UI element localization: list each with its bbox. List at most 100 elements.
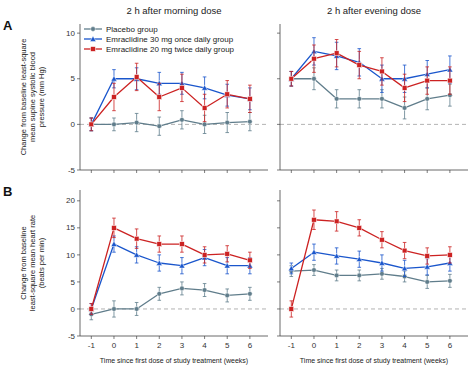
error-bar xyxy=(225,113,229,133)
background xyxy=(0,0,474,379)
panel-label: A xyxy=(3,18,13,33)
legend-label: Emraclidine 20 mg twice daily group xyxy=(106,45,235,54)
error-bar xyxy=(90,118,94,131)
x-tick xyxy=(359,336,360,339)
series xyxy=(88,236,253,314)
x-tick xyxy=(381,336,382,339)
legend-swatch-marker xyxy=(91,27,96,32)
data-point xyxy=(134,120,139,125)
error-bar xyxy=(90,118,94,131)
error-bar xyxy=(448,67,452,94)
series xyxy=(289,68,452,119)
legend-item: Emraclidine 30 mg once daily group xyxy=(84,35,234,44)
x-tick xyxy=(313,170,314,173)
data-point xyxy=(425,96,430,101)
data-point xyxy=(312,268,317,273)
y-tick xyxy=(277,124,280,125)
series-line xyxy=(91,244,250,309)
y-tick-label: 5 xyxy=(71,74,76,83)
data-point xyxy=(224,263,230,268)
x-tick xyxy=(427,170,428,173)
y-tick xyxy=(277,254,280,255)
error-bar xyxy=(380,58,384,85)
y-tick-label: 0 xyxy=(71,305,76,314)
data-point xyxy=(425,280,430,285)
data-point xyxy=(179,263,185,268)
x-tick xyxy=(91,170,92,173)
y-tick-label: 15 xyxy=(66,223,75,232)
data-point xyxy=(334,96,339,101)
x-tick xyxy=(227,336,228,339)
x-tick-label: 2 xyxy=(357,341,362,350)
data-point xyxy=(425,254,430,259)
x-tick-label: 1 xyxy=(134,341,139,350)
data-group xyxy=(288,210,453,317)
x-tick-label: 4 xyxy=(202,341,207,350)
x-tick-label: -1 xyxy=(288,341,296,350)
x-tick xyxy=(291,336,292,339)
data-point xyxy=(225,92,230,97)
error-bar xyxy=(380,232,384,248)
x-tick-label: -1 xyxy=(88,341,96,350)
y-axis-line xyxy=(280,24,281,170)
error-bar xyxy=(357,220,361,236)
data-point xyxy=(202,106,207,111)
error-bar xyxy=(425,275,429,288)
data-point xyxy=(357,63,362,68)
panel: -10123456Time since first dose of study … xyxy=(277,190,468,365)
x-tick-label: 2 xyxy=(157,341,162,350)
data-point xyxy=(379,260,385,265)
y-tick xyxy=(77,227,80,228)
series xyxy=(88,68,253,131)
y-tick-label: 5 xyxy=(71,278,76,287)
y-tick-label: 10 xyxy=(66,251,75,260)
series-line xyxy=(91,228,250,309)
data-point xyxy=(134,236,139,241)
y-axis-line xyxy=(80,190,81,336)
data-point xyxy=(357,225,362,230)
error-bar xyxy=(203,247,207,263)
legend: Placebo groupEmraclidine 30 mg once dail… xyxy=(84,25,235,54)
x-tick-label: 5 xyxy=(425,341,430,350)
data-point xyxy=(157,242,162,247)
data-point xyxy=(88,306,94,311)
x-tick xyxy=(204,170,205,173)
series-line xyxy=(291,51,450,78)
x-tick-label: 3 xyxy=(380,341,385,350)
data-point xyxy=(288,265,294,270)
error-bar xyxy=(357,90,361,108)
error-bar xyxy=(312,265,316,276)
y-tick xyxy=(277,227,280,228)
data-point xyxy=(334,253,340,258)
error-bar xyxy=(180,282,184,295)
x-axis-line xyxy=(80,170,268,171)
error-bar xyxy=(290,71,294,86)
error-bar xyxy=(425,248,429,264)
data-point xyxy=(247,96,253,101)
y-axis-label-line: Change from baseline least-square xyxy=(19,39,28,156)
data-point xyxy=(357,273,362,278)
data-point xyxy=(202,85,208,90)
error-bar xyxy=(225,289,229,302)
y-tick xyxy=(77,170,80,171)
data-point xyxy=(202,252,207,257)
data-point xyxy=(202,288,207,293)
x-tick xyxy=(291,170,292,173)
y-tick-label: -5 xyxy=(68,166,76,175)
data-point xyxy=(424,264,430,269)
data-point xyxy=(134,75,139,80)
data-point xyxy=(89,307,94,312)
x-axis-label: Time since first dose of study treatment… xyxy=(300,357,448,365)
x-tick-label: 1 xyxy=(334,341,339,350)
y-axis-label-line: least-square mean heart rate xyxy=(28,215,37,311)
error-bar xyxy=(290,71,294,86)
data-point xyxy=(112,225,117,230)
y-axis-label-line: pressure (mm Hg) xyxy=(37,66,46,127)
legend-swatch-marker xyxy=(91,47,96,52)
error-bar xyxy=(112,83,116,110)
data-point xyxy=(112,122,117,127)
error-bar xyxy=(135,63,139,90)
error-bar xyxy=(135,302,139,315)
x-axis-line xyxy=(280,336,468,337)
series xyxy=(288,244,453,276)
